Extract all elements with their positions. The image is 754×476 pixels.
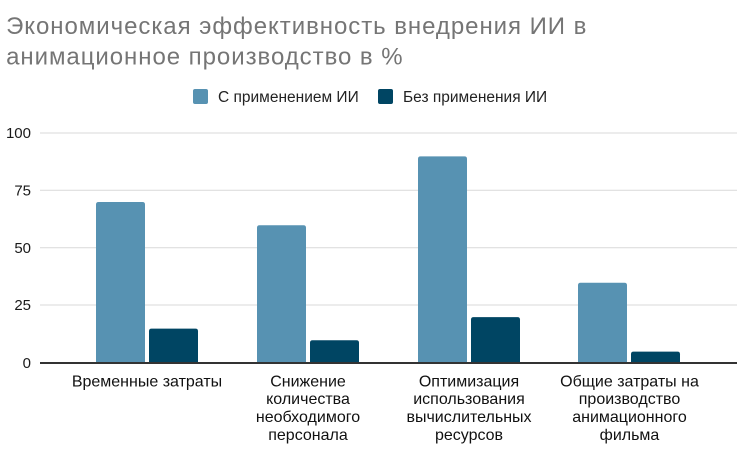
svg-text:50: 50	[14, 240, 31, 257]
svg-text:вычислительных: вычислительных	[406, 409, 531, 426]
svg-text:Оптимизация: Оптимизация	[419, 373, 519, 390]
svg-text:персонала: персонала	[268, 427, 348, 444]
svg-text:25: 25	[14, 297, 31, 314]
svg-text:75: 75	[14, 183, 31, 200]
svg-text:Снижение: Снижение	[270, 373, 346, 390]
svg-text:Экономическая эффективность вн: Экономическая эффективность внедрения ИИ…	[6, 13, 587, 40]
svg-text:количества: количества	[266, 391, 350, 408]
svg-text:фильма: фильма	[600, 427, 660, 444]
svg-text:С применением ИИ: С применением ИИ	[218, 89, 359, 106]
svg-text:Общие затраты на: Общие затраты на	[560, 373, 699, 390]
svg-text:производство: производство	[579, 391, 681, 408]
svg-text:Временные затраты: Временные затраты	[72, 373, 222, 390]
svg-text:анимационного: анимационного	[572, 409, 687, 426]
svg-text:необходимого: необходимого	[256, 409, 360, 426]
svg-text:100: 100	[6, 125, 31, 142]
svg-text:анимационное производство в %: анимационное производство в %	[6, 44, 403, 71]
svg-text:Без применения ИИ: Без применения ИИ	[403, 89, 547, 106]
svg-text:ресурсов: ресурсов	[435, 427, 503, 444]
svg-text:0: 0	[23, 355, 31, 372]
svg-text:использования: использования	[413, 391, 525, 408]
